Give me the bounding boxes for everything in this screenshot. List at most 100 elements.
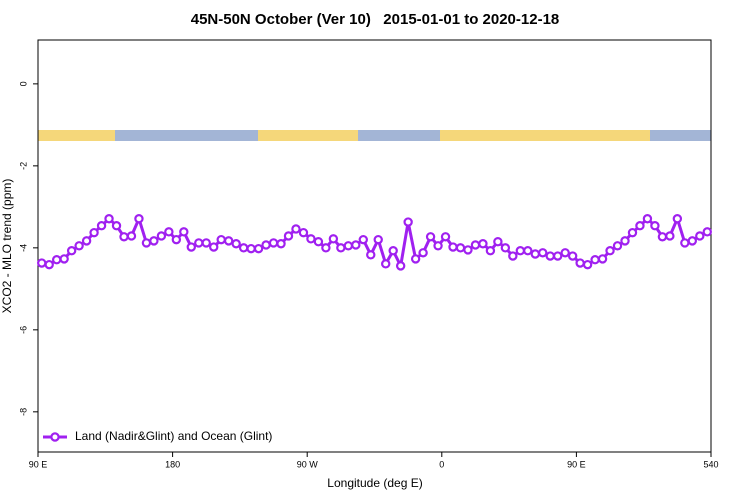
point xyxy=(560,248,570,258)
point xyxy=(276,239,286,249)
point xyxy=(104,214,114,224)
point xyxy=(134,214,144,224)
point xyxy=(321,243,331,253)
point xyxy=(478,239,488,249)
point xyxy=(553,251,563,261)
x-tick-label: 540 xyxy=(703,459,718,469)
point xyxy=(89,227,99,238)
point xyxy=(448,242,458,252)
point xyxy=(545,251,555,261)
point xyxy=(597,254,608,264)
point xyxy=(216,234,226,245)
point xyxy=(395,261,406,271)
land xyxy=(440,130,650,141)
legend-label: Land (Nadir&Glint) and Ocean (Glint) xyxy=(75,429,272,443)
point xyxy=(59,254,69,264)
point xyxy=(223,236,234,246)
point xyxy=(246,243,256,254)
point xyxy=(508,251,518,261)
point xyxy=(186,242,196,252)
point xyxy=(665,231,675,241)
x-tick-label: 180 xyxy=(165,459,180,469)
point xyxy=(642,214,653,224)
legend-marker xyxy=(50,432,60,442)
point xyxy=(381,259,391,269)
point xyxy=(328,234,339,244)
point xyxy=(590,255,600,265)
ocean xyxy=(38,130,711,141)
x-tick-label: 90 W xyxy=(297,459,319,469)
x-tick-label: 90 E xyxy=(567,459,586,469)
point xyxy=(209,242,219,252)
point xyxy=(440,232,451,242)
point xyxy=(403,217,413,227)
point xyxy=(620,236,630,246)
point xyxy=(702,227,712,237)
y-tick-label: 0 xyxy=(18,81,28,86)
point xyxy=(612,241,623,251)
point xyxy=(253,243,264,254)
point xyxy=(149,236,159,246)
point xyxy=(126,231,137,241)
point xyxy=(433,241,443,251)
point xyxy=(298,227,309,238)
point xyxy=(672,214,683,224)
point xyxy=(164,227,174,237)
point xyxy=(463,245,473,255)
point xyxy=(567,251,578,261)
point xyxy=(37,258,47,268)
point xyxy=(493,236,503,247)
point xyxy=(582,259,593,270)
point xyxy=(51,255,62,265)
point xyxy=(388,246,398,256)
point xyxy=(635,221,645,231)
point xyxy=(261,240,271,250)
point xyxy=(680,238,690,248)
point xyxy=(530,249,540,259)
point xyxy=(373,234,383,245)
point xyxy=(657,232,668,242)
point xyxy=(410,254,421,264)
point xyxy=(283,231,294,241)
point xyxy=(343,241,354,251)
land xyxy=(258,130,358,141)
point xyxy=(695,231,705,241)
y-axis-label: XCO2 - MLO trend (ppm) xyxy=(0,179,14,314)
point xyxy=(306,234,316,244)
point xyxy=(455,243,466,253)
point xyxy=(650,221,660,231)
point xyxy=(418,248,428,258)
y-tick-label: -2 xyxy=(18,162,28,170)
point xyxy=(201,238,211,248)
point xyxy=(336,243,346,253)
point xyxy=(470,240,481,250)
point xyxy=(515,246,526,256)
point xyxy=(358,234,368,245)
point xyxy=(231,239,241,249)
chart-title: 45N-50N October (Ver 10) 2015-01-01 to 2… xyxy=(191,11,560,28)
point xyxy=(119,232,129,242)
point xyxy=(627,227,638,238)
point xyxy=(74,241,84,251)
point xyxy=(366,250,376,260)
point xyxy=(575,258,585,268)
point xyxy=(500,243,511,253)
point xyxy=(485,246,496,256)
land-ocean-strip xyxy=(38,130,711,141)
point xyxy=(194,238,204,248)
point xyxy=(523,246,533,256)
point xyxy=(605,246,615,256)
x-tick-label: 0 xyxy=(439,459,444,469)
point xyxy=(179,227,189,237)
point xyxy=(156,231,167,241)
plot-frame xyxy=(37,39,712,453)
land xyxy=(38,130,115,141)
point xyxy=(96,221,107,231)
point xyxy=(313,236,324,247)
point xyxy=(44,259,54,270)
y-tick-label: -4 xyxy=(18,244,28,252)
y-tick-label: -8 xyxy=(18,408,28,416)
x-tick-label: 90 E xyxy=(29,459,48,469)
